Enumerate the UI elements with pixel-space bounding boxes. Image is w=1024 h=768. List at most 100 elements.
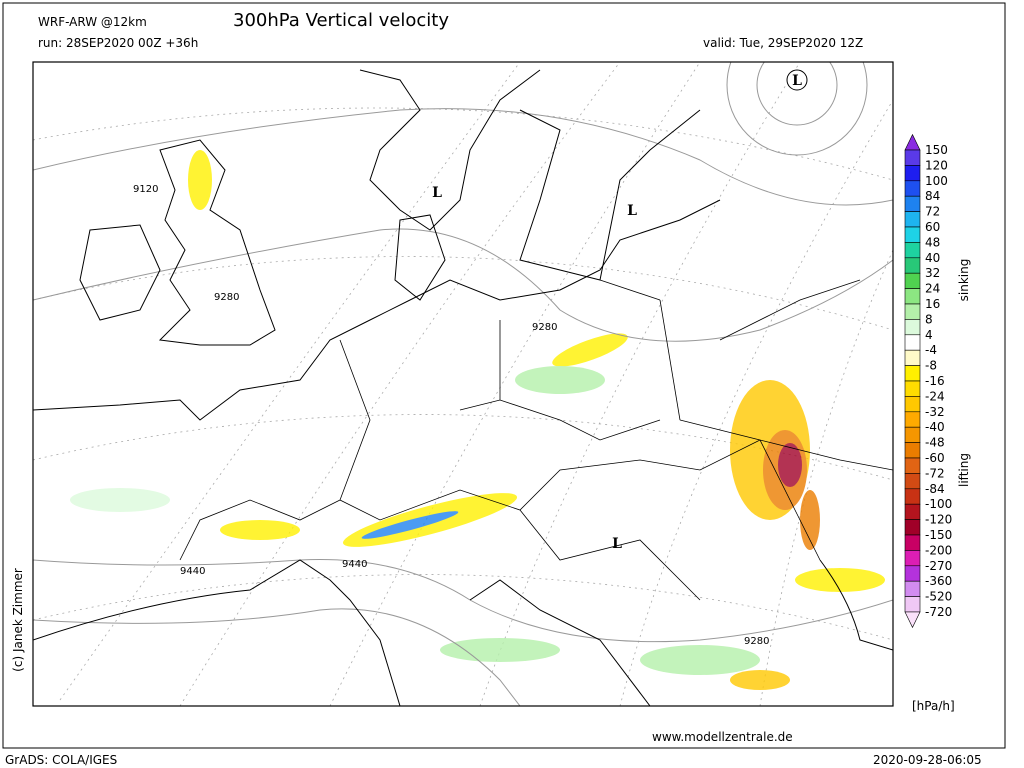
map-frame (32, 61, 894, 707)
software: GrADS: COLA/IGES (5, 753, 117, 767)
colorbar-segment (904, 349, 921, 366)
coastline (469, 579, 651, 706)
run-label: run: 28SEP2020 00Z +36h (38, 36, 198, 50)
pressure-center-ring (786, 69, 808, 91)
colorbar-segment (904, 396, 921, 413)
colorbar-segment (904, 272, 921, 289)
colorbar-tick-label: 48 (925, 235, 940, 249)
pressure-center: L (432, 185, 442, 201)
colorbar-tick-label: -720 (925, 605, 952, 619)
coastline (519, 109, 701, 281)
height-contour (33, 608, 521, 706)
height-contour (33, 228, 893, 342)
height-contour (33, 108, 893, 206)
colorbar-segment (904, 288, 921, 305)
colorbar-segment (904, 565, 921, 582)
country-border (339, 339, 893, 521)
valid-label: valid: Tue, 29SEP2020 12Z (703, 36, 863, 50)
colorbar-tick-label: -270 (925, 559, 952, 573)
colorbar-segment (904, 211, 921, 228)
map-content (33, 62, 893, 706)
field-blob (640, 645, 760, 675)
timestamp: 2020-09-28-06:05 (873, 753, 982, 767)
colorbar-segment (904, 426, 921, 443)
website: www.modellzentrale.de (652, 730, 793, 744)
coastline (394, 214, 446, 301)
colorbar-tick-label: -84 (925, 482, 945, 496)
colorbar-tick-label: -16 (925, 374, 945, 388)
map: 9120 9280 9280 9440 9440 9280 L L L L (32, 61, 894, 707)
coastline (33, 199, 721, 421)
colorbar-segment (904, 380, 921, 397)
colorbar-segment (904, 534, 921, 551)
colorbar-segment (904, 503, 921, 520)
country-border (459, 279, 761, 601)
colorbar-tick-label: -4 (925, 343, 937, 357)
colorbar-tick-label: 100 (925, 174, 948, 188)
credit: (c) Janek Zimmer (11, 568, 25, 672)
colorbar-segment (904, 180, 921, 197)
field-blob (440, 638, 560, 662)
colorbar-arrow (904, 611, 921, 629)
map-labels: 9120 9280 9280 9440 9440 9280 L L L L (133, 69, 808, 647)
lifting-label: lifting (957, 453, 971, 487)
colorbar-tick-label: -32 (925, 405, 945, 419)
colorbar-segment (904, 580, 921, 597)
colorbar-tick-label: 60 (925, 220, 940, 234)
field-blob (800, 490, 820, 550)
unit-label: [hPa/h] (912, 699, 955, 713)
contour-label: 9280 (744, 636, 769, 647)
coastline (819, 559, 893, 651)
contour-label: 9440 (342, 559, 367, 570)
colorbar-segment (904, 550, 921, 567)
colorbar-tick-label: -40 (925, 420, 945, 434)
contour-label: 9440 (180, 566, 205, 577)
field-blob (552, 333, 628, 367)
colorbar-tick-label: 84 (925, 189, 940, 203)
sinking-label: sinking (957, 259, 971, 302)
field-blob (795, 568, 885, 592)
field-blob (220, 520, 300, 540)
colorbar-tick-label: -8 (925, 359, 937, 373)
colorbar: 150120100847260484032241684-4-8-16-24-32… (904, 133, 952, 629)
contour-label: 9280 (532, 322, 557, 333)
coastline (158, 139, 276, 346)
colorbar-segment (904, 473, 921, 490)
colorbar-segment (904, 488, 921, 505)
colorbar-tick-label: -100 (925, 497, 952, 511)
field-blob (361, 511, 459, 539)
colorbar-tick-label: 120 (925, 158, 948, 172)
colorbar-segment (904, 334, 921, 351)
graticule (59, 62, 893, 706)
contour-label: 9280 (214, 292, 239, 303)
colorbar-tick-label: 16 (925, 297, 940, 311)
colorbar-tick-label: 24 (925, 282, 940, 296)
colorbar-segment (904, 149, 921, 166)
colorbar-segment (904, 365, 921, 382)
colorbar-segment (904, 242, 921, 259)
coastline (359, 69, 541, 231)
model-label: WRF-ARW @12km (38, 15, 147, 29)
colorbar-segment (904, 195, 921, 212)
colorbar-segment (904, 457, 921, 474)
colorbar-tick-label: 8 (925, 312, 933, 326)
coastline (79, 224, 161, 321)
field-blob (778, 443, 802, 487)
colorbar-tick-label: -72 (925, 466, 945, 480)
colorbar-segment (904, 319, 921, 336)
colorbar-tick-label: 32 (925, 266, 940, 280)
field-blob (515, 366, 605, 394)
colorbar-segment (904, 226, 921, 243)
pressure-center: L (627, 203, 637, 219)
colorbar-segment (904, 257, 921, 274)
colorbar-segment (904, 519, 921, 536)
velocity-field (70, 150, 885, 690)
map-background (33, 62, 893, 706)
colorbar-tick-label: -60 (925, 451, 945, 465)
colorbar-segment (904, 411, 921, 428)
colorbar-tick-label: -360 (925, 574, 952, 588)
colorbar-segment (904, 596, 921, 613)
colorbar-tick-label: 40 (925, 251, 940, 265)
height-contour (756, 62, 838, 126)
